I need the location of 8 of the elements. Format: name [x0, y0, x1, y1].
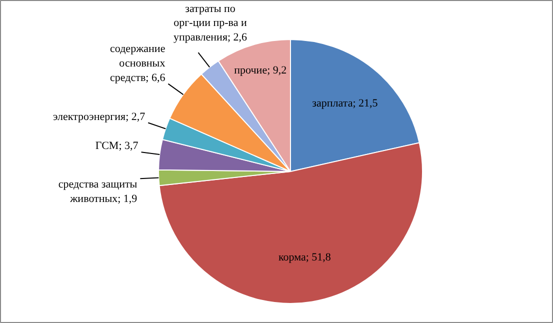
- slice-label: прочие; 9,2: [234, 64, 287, 76]
- slice-label: ГСМ; 3,7: [95, 140, 139, 152]
- slice-label: содержание основных средств; 6,6: [110, 43, 166, 84]
- slice-label: затраты по орг-ции пр-ва и управления; 2,6: [173, 2, 248, 44]
- slice-label: корма; 51,8: [278, 251, 332, 264]
- slice-label: электроэнергия; 2,7: [52, 110, 146, 123]
- slice-label: средства защиты животных; 1,9: [58, 178, 138, 205]
- slice-label: зарплата; 21,5: [312, 98, 378, 110]
